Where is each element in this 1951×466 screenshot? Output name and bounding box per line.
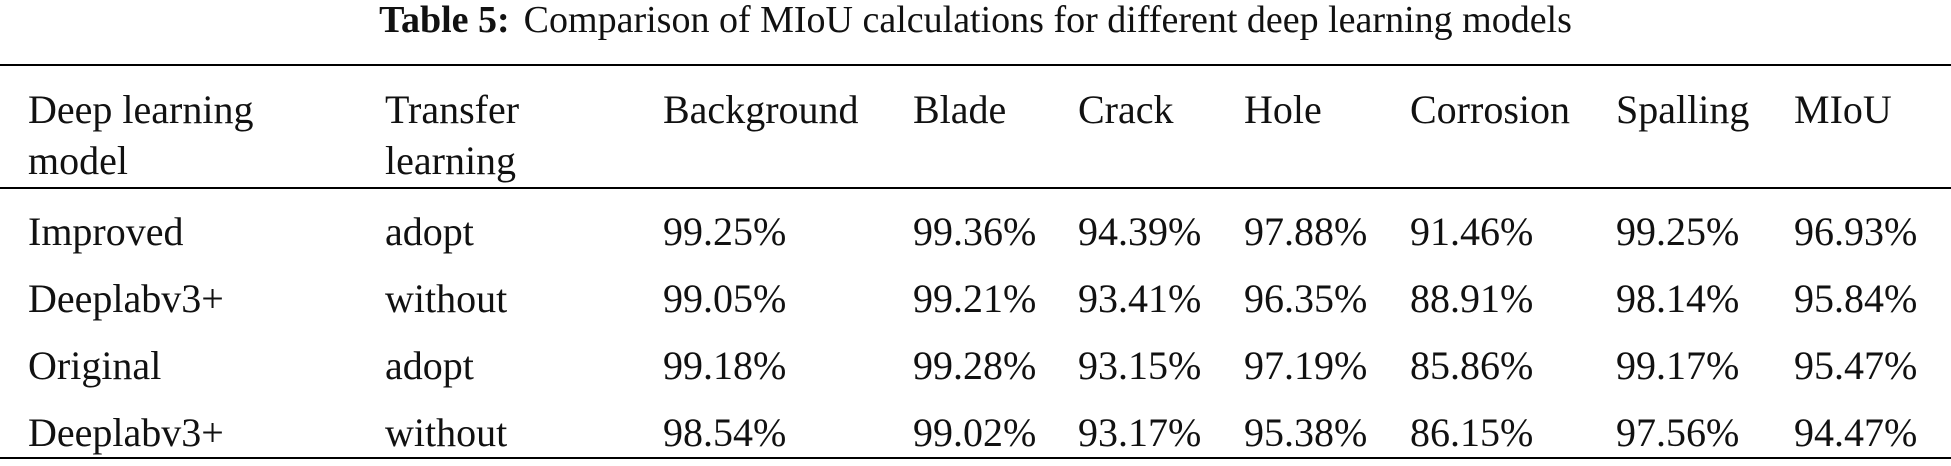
data-cell: 99.18% — [663, 343, 787, 388]
data-cell: 94.39% — [1078, 209, 1202, 254]
data-cell: adopt — [385, 343, 474, 388]
data-cell: adopt — [385, 209, 474, 254]
data-cell: 91.46% — [1410, 209, 1534, 254]
caption-label: Table 5: — [379, 0, 510, 41]
caption-text: Comparison of MIoU calculations for diff… — [523, 0, 1572, 41]
data-cell: 99.28% — [913, 343, 1037, 388]
model-cell: Improved Deeplabv3+ — [28, 209, 224, 321]
data-cell: 99.17% — [1616, 343, 1740, 388]
data-cell: 97.56% — [1616, 410, 1740, 455]
header-cell: Hole — [1244, 87, 1322, 132]
data-cell: 93.41% — [1078, 276, 1202, 321]
data-cell: 98.14% — [1616, 276, 1740, 321]
data-cell: 93.15% — [1078, 343, 1202, 388]
data-cell: 99.25% — [1616, 209, 1740, 254]
data-cell: 96.35% — [1244, 276, 1368, 321]
header-cell: Spalling — [1616, 87, 1750, 132]
header-cell: MIoU — [1794, 87, 1892, 132]
data-cell: 96.93% — [1794, 209, 1918, 254]
data-cell: 85.86% — [1410, 343, 1534, 388]
data-cell: 88.91% — [1410, 276, 1534, 321]
header-cell: Deep learning model — [28, 87, 254, 183]
data-cell: 86.15% — [1410, 410, 1534, 455]
mid-rule — [0, 187, 1951, 189]
header-cell: Corrosion — [1410, 87, 1570, 132]
data-cell: 99.02% — [913, 410, 1037, 455]
data-cell: 94.47% — [1794, 410, 1918, 455]
data-cell: 99.25% — [663, 209, 787, 254]
data-cell: 98.54% — [663, 410, 787, 455]
data-cell: 95.38% — [1244, 410, 1368, 455]
caption: Table 5: Comparison of MIoU calculations … — [0, 0, 1951, 40]
data-cell: 97.88% — [1244, 209, 1368, 254]
data-cell: 95.47% — [1794, 343, 1918, 388]
model-cell: Original Deeplabv3+ — [28, 343, 224, 455]
top-rule — [0, 64, 1951, 66]
data-cell: 99.05% — [663, 276, 787, 321]
data-cell: 99.21% — [913, 276, 1037, 321]
bottom-rule — [0, 457, 1951, 459]
data-cell: 95.84% — [1794, 276, 1918, 321]
data-cell: 99.36% — [913, 209, 1037, 254]
data-cell: without — [385, 276, 508, 321]
header-cell: Transfer learning — [385, 87, 520, 183]
data-cell: 93.17% — [1078, 410, 1202, 455]
data-cell: 97.19% — [1244, 343, 1368, 388]
header-cell: Crack — [1078, 87, 1174, 132]
header-cell: Blade — [913, 87, 1007, 132]
header-cell: Background — [663, 87, 859, 132]
data-cell: without — [385, 410, 508, 455]
